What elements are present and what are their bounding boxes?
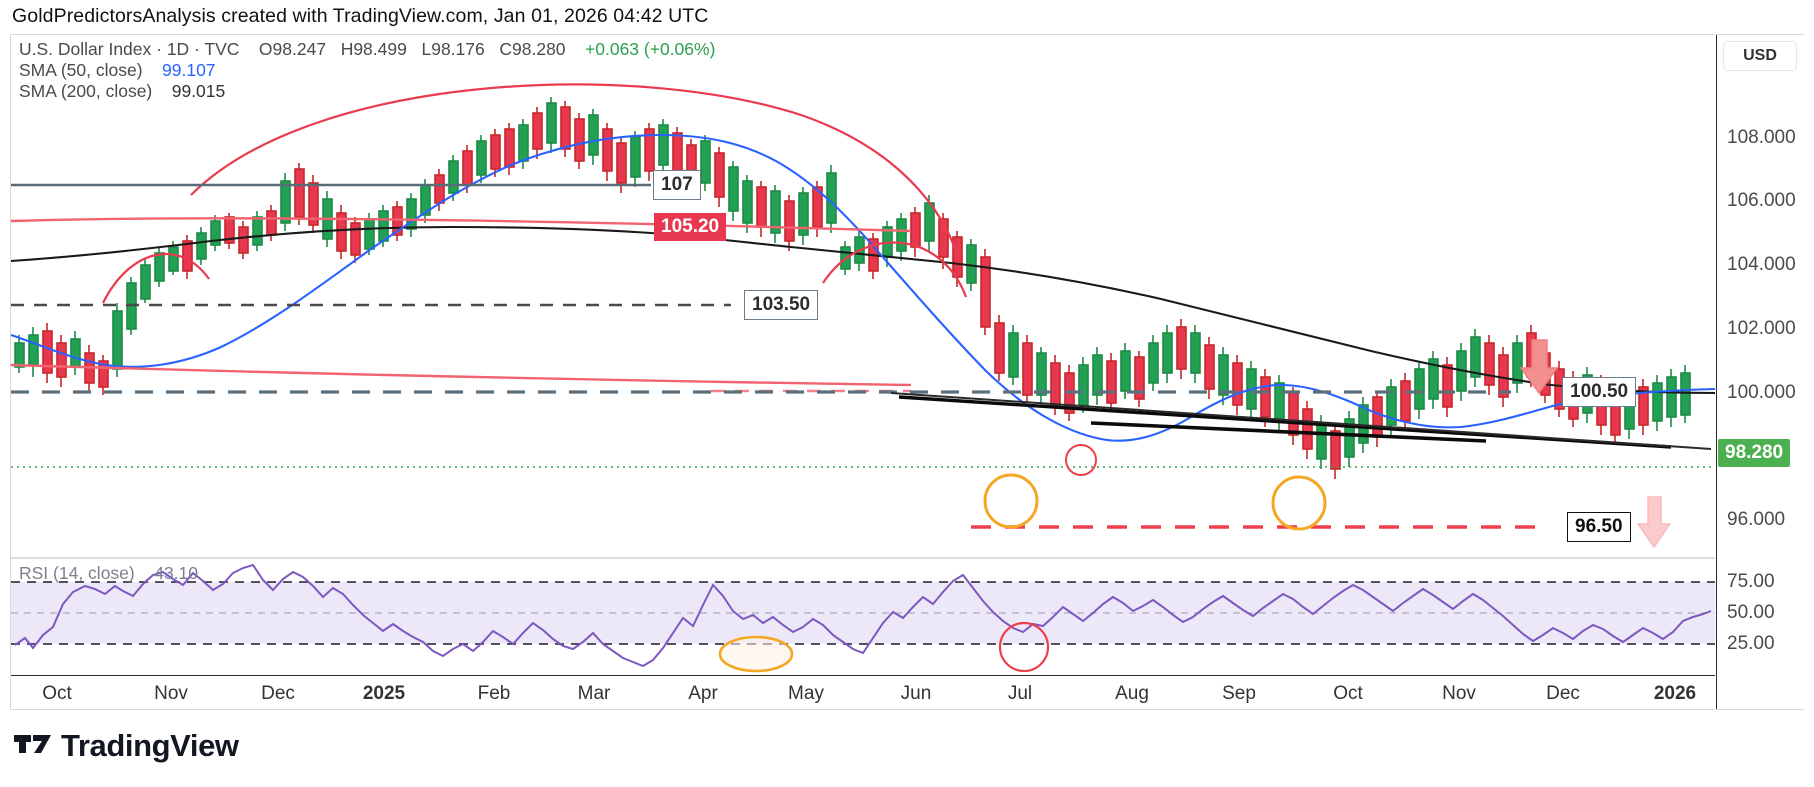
small-arc-right <box>822 241 968 298</box>
price-tick-108: 108.000 <box>1727 127 1796 148</box>
small-arc-left <box>102 253 210 304</box>
bearish-arrow-upper <box>1519 339 1559 395</box>
time-label-may[interactable]: May <box>788 683 824 704</box>
time-label-2025[interactable]: 2025 <box>362 683 406 704</box>
double-bottom-left-circle <box>983 473 1039 529</box>
time-label-jun[interactable]: Jun <box>900 683 932 704</box>
tradingview-logo-icon <box>14 731 52 762</box>
descending-trendline-upper <box>890 392 1712 450</box>
tradingview-footer[interactable]: TradingView <box>14 728 239 764</box>
annotation-105-20[interactable]: 105.20 <box>654 213 727 241</box>
credit-line: GoldPredictorsAnalysis created with Trad… <box>12 5 709 27</box>
price-pane[interactable]: U.S. Dollar Index · 1D · TVC O98.247 H98… <box>11 35 1715 557</box>
price-tick-106: 106.000 <box>1727 190 1796 211</box>
rsi-tick-75: 75.00 <box>1727 571 1775 592</box>
double-bottom-right-circle <box>1271 475 1327 531</box>
annotation-96-50[interactable]: 96.50 <box>1567 512 1631 542</box>
time-label-sep[interactable]: Sep <box>1222 683 1256 704</box>
rsi-tick-25: 25.00 <box>1727 633 1775 654</box>
rsi-divergence-circle <box>998 621 1050 673</box>
pane-divider <box>11 557 1715 558</box>
red-trend-lower <box>11 363 912 387</box>
time-label-aug[interactable]: Aug <box>1115 683 1149 704</box>
rsi-pane[interactable]: RSI (14, close) 43.10 <box>11 558 1715 675</box>
time-label-jul[interactable]: Jul <box>1007 683 1033 704</box>
sma-cross-circle <box>1065 444 1097 476</box>
currency-badge[interactable]: USD <box>1723 41 1797 71</box>
rsi-line <box>14 563 1712 668</box>
price-tick-96: 96.000 <box>1727 509 1786 530</box>
price-axis[interactable]: USD 108.000 106.000 104.000 102.000 100.… <box>1716 35 1804 709</box>
chart-frame: U.S. Dollar Index · 1D · TVC O98.247 H98… <box>10 34 1804 710</box>
tradingview-brand-text: TradingView <box>61 728 239 763</box>
annotation-103-50[interactable]: 103.50 <box>744 290 819 320</box>
rsi-legend-value: 43.10 <box>154 563 199 583</box>
time-label-nov-2025[interactable]: Nov <box>1442 683 1476 704</box>
price-tick-104: 104.000 <box>1727 254 1796 275</box>
time-label-dec-2025[interactable]: Dec <box>1546 683 1580 704</box>
time-label-oct-2024[interactable]: Oct <box>42 683 72 704</box>
annotation-107[interactable]: 107 <box>653 170 701 200</box>
price-tick-100: 100.000 <box>1727 382 1796 403</box>
sma200-line <box>11 225 1715 395</box>
red-trend-upper <box>11 217 912 233</box>
annotation-100-50[interactable]: 100.50 <box>1562 377 1637 407</box>
price-plot-svg <box>11 83 1715 549</box>
rsi-legend: RSI (14, close) 43.10 <box>19 563 198 584</box>
time-label-mar[interactable]: Mar <box>577 683 611 704</box>
rounded-top-arc <box>190 83 961 264</box>
sma50-line <box>11 133 1715 442</box>
time-label-apr[interactable]: Apr <box>688 683 718 704</box>
time-label-oct-2025[interactable]: Oct <box>1333 683 1363 704</box>
time-label-nov-2024[interactable]: Nov <box>154 683 188 704</box>
descending-trendline-main <box>898 395 1672 449</box>
time-label-2026[interactable]: 2026 <box>1653 683 1697 704</box>
time-label-feb[interactable]: Feb <box>477 683 511 704</box>
price-tick-102: 102.000 <box>1727 318 1796 339</box>
descending-trendline-lower <box>1090 421 1487 443</box>
time-axis[interactable]: Oct Nov Dec 2025 Feb Mar Apr May Jun Jul… <box>11 675 1715 709</box>
rsi-oversold-ellipse <box>718 635 794 673</box>
rsi-plot-svg <box>11 563 1715 673</box>
candlestick-series <box>14 97 1691 479</box>
rsi-tick-50: 50.00 <box>1727 602 1775 623</box>
time-label-dec-2024[interactable]: Dec <box>261 683 295 704</box>
last-price-badge[interactable]: 98.280 <box>1718 439 1791 467</box>
rsi-legend-label: RSI (14, close) <box>19 563 135 583</box>
bearish-arrow-lower <box>1636 496 1672 549</box>
